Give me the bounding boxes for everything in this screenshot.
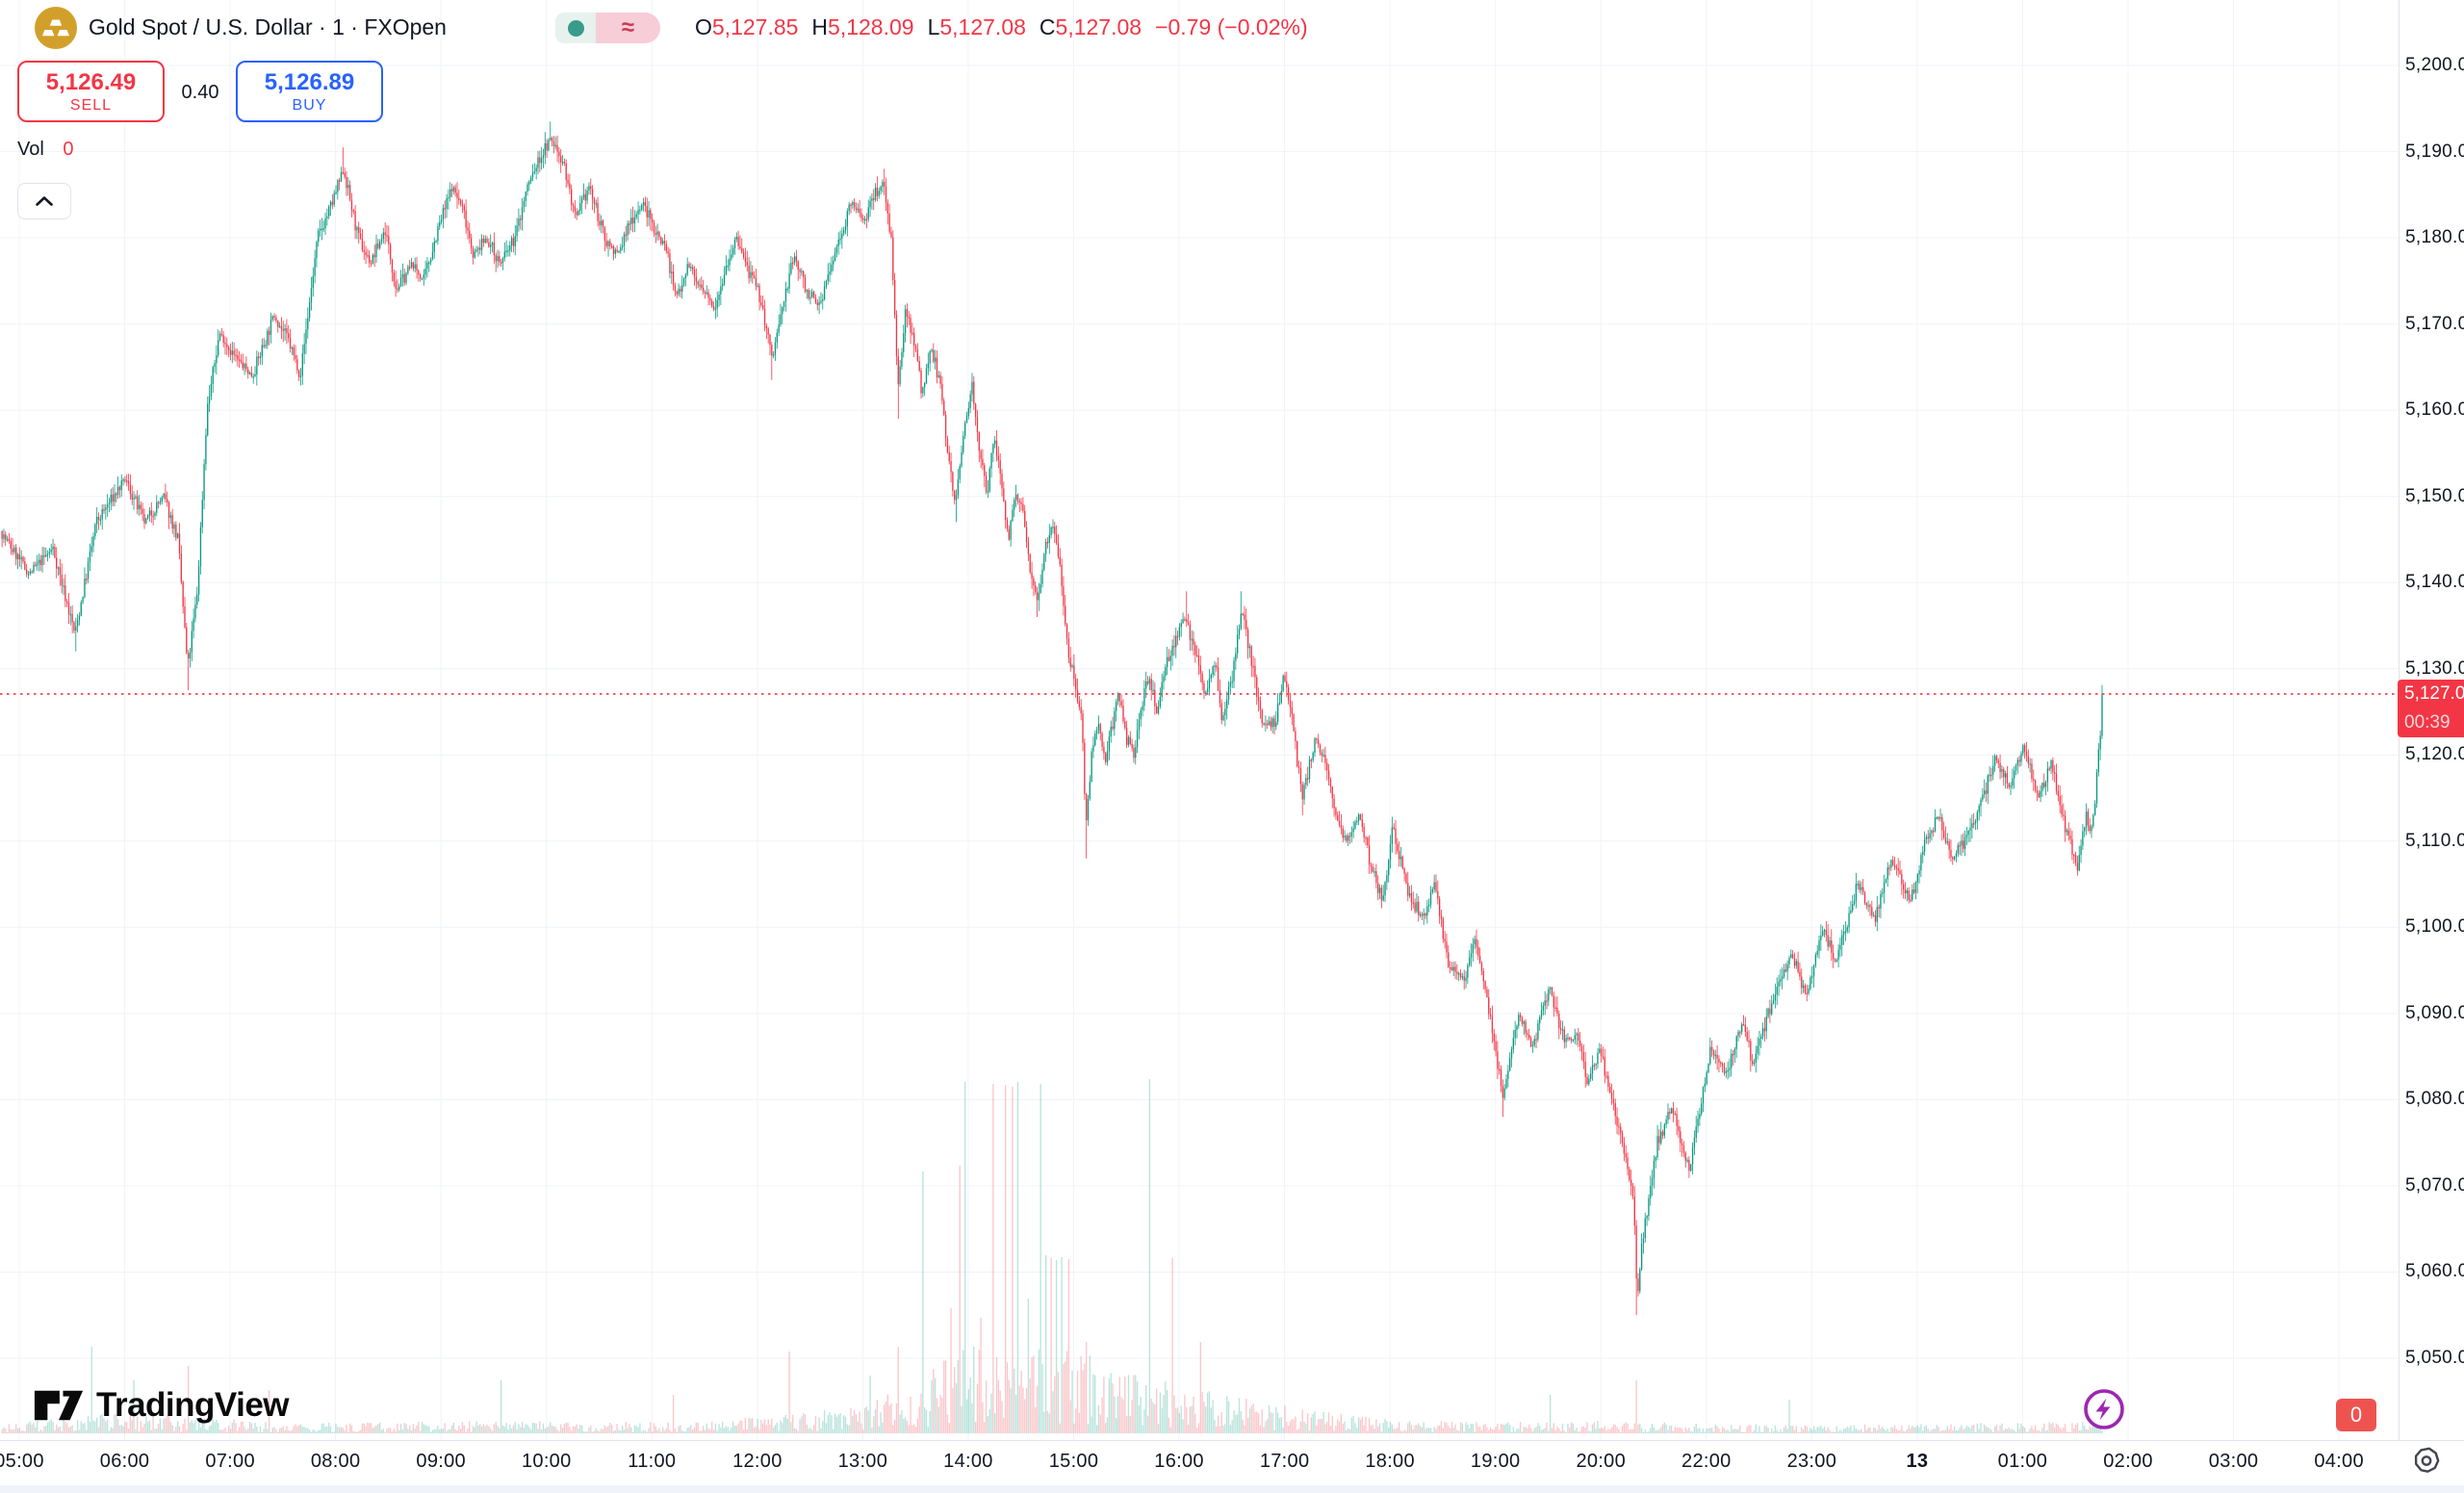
buy-button[interactable]: 5,126.89 BUY — [236, 61, 383, 122]
price-axis-label: 5,190.00 — [2405, 141, 2464, 162]
time-axis-label: 20:00 — [1576, 1451, 1627, 1472]
current-price-tag: 5,127.08 00:39 — [2398, 679, 2464, 737]
time-axis-label: 03:00 — [2208, 1451, 2259, 1472]
sell-price: 5,126.49 — [45, 69, 137, 95]
ohlc-open-key: O — [695, 14, 712, 39]
price-axis-label: 5,050.00 — [2405, 1347, 2464, 1368]
time-axis-label: 14:00 — [943, 1451, 993, 1472]
tradingview-logo-icon — [34, 1390, 84, 1421]
ohlc-readout: O5,127.85 H5,128.09 L5,127.08 C5,127.08 −0.7… — [695, 14, 1308, 40]
market-status-pill[interactable]: ≈ — [555, 13, 660, 43]
price-axis-label: 5,140.00 — [2405, 572, 2464, 593]
spread-value: 0.40 — [181, 82, 219, 103]
bar-countdown: 00:39 — [2404, 711, 2451, 733]
price-axis-label: 5,160.00 — [2405, 399, 2464, 421]
chevron-up-icon — [36, 196, 53, 206]
price-axis-label: 5,200.00 — [2405, 55, 2464, 75]
price-axis-label: 5,170.00 — [2405, 313, 2464, 334]
time-axis-label: 06:00 — [99, 1451, 150, 1472]
time-axis[interactable]: 05:00 06:00 07:00 08:00 09:00 10:00 11:00 12:00… — [0, 1440, 2464, 1485]
price-axis-label: 5,130.00 — [2405, 657, 2464, 679]
time-axis-label: 18:00 — [1365, 1451, 1415, 1472]
ohlc-close-value: 5,127.08 — [1055, 14, 1142, 39]
ohlc-low-key: L — [927, 14, 940, 39]
candles — [1, 121, 2103, 1316]
data-status-dot-icon — [555, 13, 596, 43]
ohlc-close-key: C — [1039, 14, 1056, 39]
price-axis-label: 5,090.00 — [2405, 1002, 2464, 1023]
time-axis-label: 15:00 — [1048, 1451, 1099, 1472]
ohlc-high-value: 5,128.09 — [828, 14, 914, 39]
price-axis-label: 5,080.00 — [2405, 1089, 2464, 1110]
volume-indicator-value: 0 — [63, 139, 74, 160]
ohlc-high-key: H — [811, 14, 829, 39]
symbol-title[interactable]: Gold Spot / U.S. Dollar · 1 · FXOpen — [89, 14, 447, 39]
price-axis[interactable]: 5,127.08 00:39 5,200.00 5,190.00 5,180.00 5… — [2398, 0, 2464, 1440]
time-axis-label: 22:00 — [1681, 1451, 1732, 1472]
time-axis-label: 19:00 — [1470, 1451, 1521, 1472]
price-axis-label: 5,120.00 — [2405, 744, 2464, 765]
current-price-value: 5,127.08 — [2404, 682, 2464, 704]
delayed-data-approx-icon: ≈ — [596, 13, 660, 43]
price-axis-label: 5,060.00 — [2405, 1261, 2464, 1282]
price-axis-label: 5,150.00 — [2405, 485, 2464, 506]
bottom-divider-strip — [0, 1485, 2464, 1493]
ohlc-change-value: −0.79 (−0.02%) — [1155, 14, 1308, 39]
time-axis-label: 13 — [1906, 1451, 1929, 1472]
buy-price: 5,126.89 — [264, 69, 355, 95]
time-axis-label: 05:00 — [0, 1451, 44, 1472]
time-axis-label: 23:00 — [1786, 1451, 1837, 1472]
time-axis-label: 08:00 — [310, 1451, 361, 1472]
buy-label: BUY — [292, 97, 327, 114]
volume-indicator-row: Vol 0 — [17, 139, 74, 161]
price-axis-label: 5,180.00 — [2405, 227, 2464, 248]
price-axis-label: 5,070.00 — [2405, 1174, 2464, 1196]
time-axis-label: 13:00 — [837, 1451, 888, 1472]
time-axis-label: 01:00 — [1997, 1451, 2048, 1472]
volume-indicator-title[interactable]: Vol — [17, 139, 44, 160]
gold-symbol-icon — [35, 7, 77, 49]
sell-label: SELL — [69, 97, 113, 114]
time-axis-label: 04:00 — [2314, 1451, 2364, 1472]
price-axis-label: 5,100.00 — [2405, 916, 2464, 938]
time-axis-label: 17:00 — [1259, 1451, 1310, 1472]
time-axis-label: 10:00 — [521, 1451, 572, 1472]
grid-lines — [0, 0, 2399, 1440]
price-axis-label: 5,110.00 — [2405, 830, 2464, 851]
volume-zero-badge: 0 — [2336, 1399, 2376, 1431]
collapse-panel-button[interactable] — [17, 183, 71, 219]
time-axis-label: 09:00 — [416, 1451, 466, 1472]
time-axis-label: 11:00 — [628, 1451, 677, 1472]
candlestick-chart[interactable] — [0, 0, 2399, 1440]
time-axis-label: 12:00 — [732, 1451, 783, 1472]
volume-bars — [1, 1079, 2103, 1433]
tradingview-logo-text: TradingView — [96, 1386, 290, 1424]
lightning-icon[interactable] — [2083, 1388, 2125, 1430]
time-axis-label: 07:00 — [205, 1451, 255, 1472]
time-axis-label: 16:00 — [1154, 1451, 1204, 1472]
gear-icon[interactable] — [2410, 1445, 2443, 1478]
time-axis-label: 02:00 — [2103, 1451, 2153, 1472]
ohlc-open-value: 5,127.85 — [711, 14, 799, 39]
sell-button[interactable]: 5,126.49 SELL — [17, 61, 165, 122]
ohlc-low-value: 5,127.08 — [939, 14, 1026, 39]
tradingview-logo[interactable]: TradingView — [34, 1386, 290, 1425]
